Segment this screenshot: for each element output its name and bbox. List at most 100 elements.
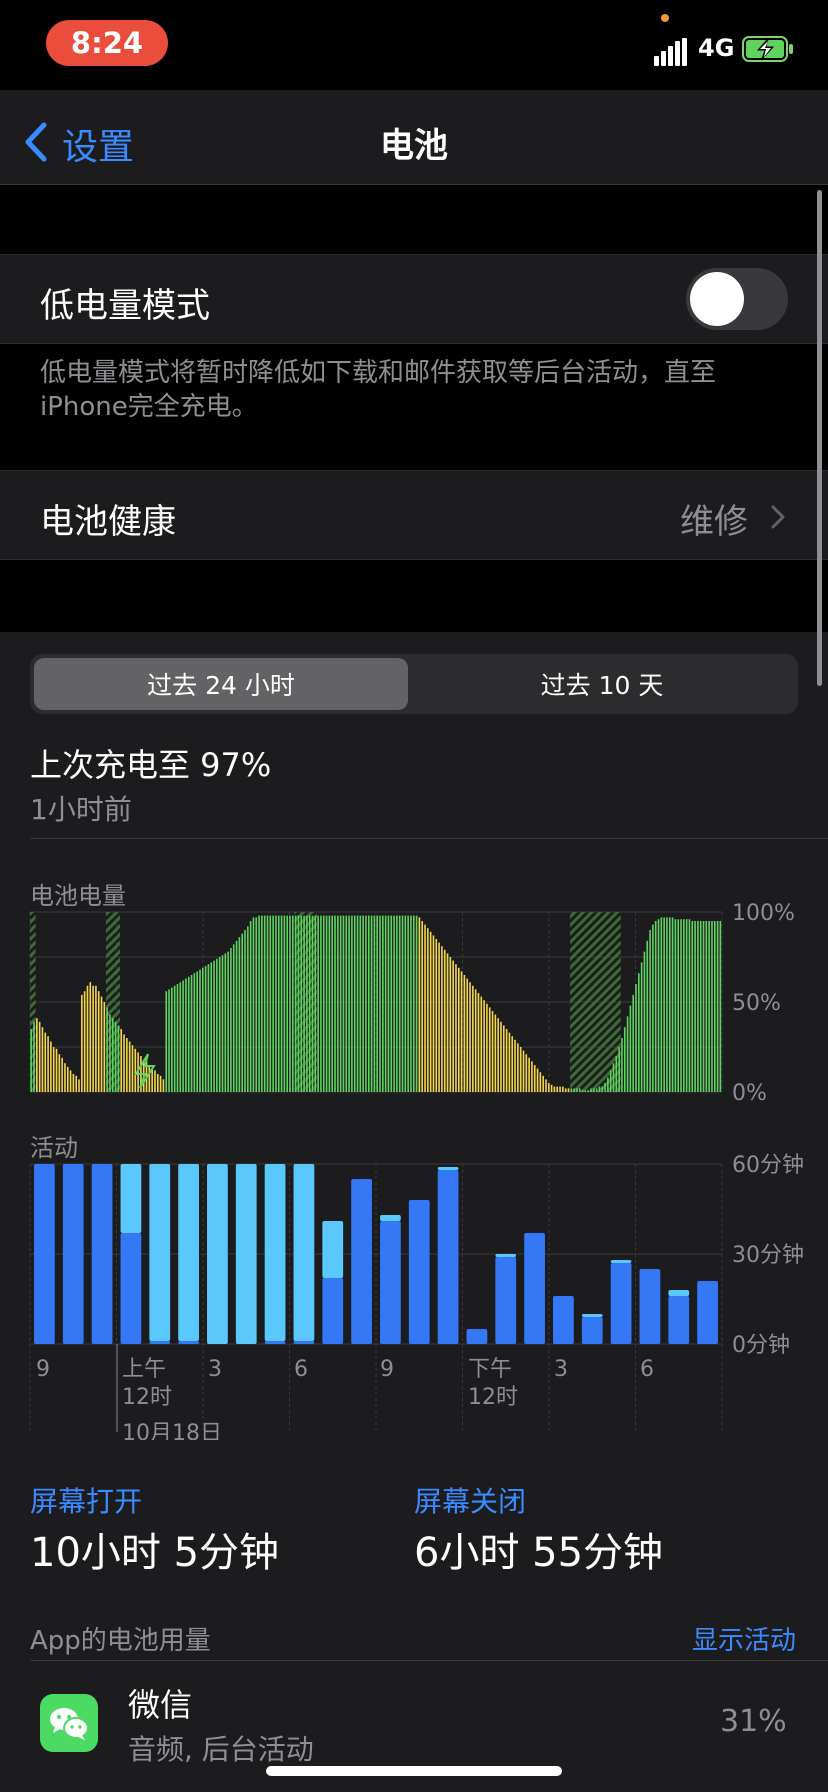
battery-level-bar <box>289 915 291 1092</box>
battery-level-bar <box>638 973 640 1092</box>
battery-level-bar <box>156 1074 159 1092</box>
battery-axis-label: 100% <box>732 901 795 926</box>
battery-level-bar <box>463 975 466 1092</box>
battery-level-bar <box>643 951 646 1092</box>
battery-level-bar <box>342 915 345 1092</box>
low-power-label: 低电量模式 <box>40 286 210 326</box>
battery-level-bar <box>629 1005 632 1092</box>
screen-off-bar <box>495 1254 517 1257</box>
battery-level-bar <box>176 984 179 1092</box>
battery-level-bar <box>280 915 283 1092</box>
screen-off-bar <box>668 1290 690 1296</box>
battery-level-bar <box>446 953 449 1092</box>
screen-on-bar <box>668 1296 690 1344</box>
back-chevron-icon[interactable] <box>22 121 50 163</box>
battery-level-bar <box>356 915 359 1092</box>
screen-on-bar <box>437 1170 459 1344</box>
battery-level-bar <box>97 991 100 1092</box>
activity-axis-label: 60分钟 <box>732 1153 804 1178</box>
battery-level-bar <box>272 915 274 1092</box>
battery-level-bar <box>148 1065 151 1092</box>
battery-level-bar <box>232 944 235 1092</box>
battery-level-bar <box>109 1014 111 1092</box>
battery-level-bar <box>261 915 263 1092</box>
battery-level-bar <box>120 1029 123 1092</box>
battery-level-bar <box>666 917 668 1092</box>
activity-chart-title: 活动 <box>30 1134 78 1162</box>
battery-level-bar <box>382 915 384 1092</box>
battery-level-bar <box>691 921 694 1092</box>
battery-level-bar <box>238 937 241 1092</box>
battery-level-bar <box>370 915 373 1092</box>
battery-level-bar <box>89 982 92 1092</box>
app-name[interactable]: 微信 <box>128 1686 193 1724</box>
screen-on-bar <box>178 1341 199 1344</box>
battery-level-bar <box>266 915 269 1092</box>
app-usage-header: App的电池用量 <box>30 1626 211 1656</box>
battery-health-row[interactable] <box>0 470 828 560</box>
back-button[interactable]: 设置 <box>62 127 135 168</box>
screen-on-bar <box>293 1341 315 1344</box>
battery-level-bar <box>297 915 300 1092</box>
battery-level-bar <box>711 921 713 1092</box>
screen-on-bar <box>62 1164 84 1344</box>
screen-on-bar <box>34 1164 55 1344</box>
battery-level-bar <box>317 915 319 1092</box>
show-activity-link[interactable]: 显示活动 <box>692 1626 797 1656</box>
time-axis-label: 9 <box>380 1357 394 1382</box>
network-type: 4G <box>698 34 735 62</box>
battery-level-bar <box>218 957 221 1092</box>
battery-level-bar <box>134 1048 137 1092</box>
battery-level-bar <box>292 915 294 1092</box>
battery-level-bar <box>154 1070 156 1092</box>
charging-period-shading <box>570 912 621 1092</box>
battery-level-bar <box>33 1021 35 1092</box>
home-indicator[interactable] <box>266 1766 562 1776</box>
battery-level-bar <box>488 1007 491 1092</box>
time-axis-label: 上午 <box>122 1357 166 1382</box>
battery-level-bar <box>598 1086 601 1092</box>
battery-level-bar <box>410 915 412 1092</box>
screen-on-duration: 10小时 5分钟 <box>30 1530 280 1576</box>
battery-level-bar <box>412 915 415 1092</box>
battery-level-bar <box>713 921 716 1092</box>
battery-level-bar <box>508 1032 511 1092</box>
battery-level-bar <box>207 964 210 1092</box>
segment-last-10-days[interactable]: 过去 10 天 <box>540 671 664 700</box>
battery-level-bar <box>196 971 198 1092</box>
battery-level-bar <box>230 948 232 1092</box>
screen-off-label: 屏幕关闭 <box>414 1485 527 1518</box>
battery-level-bar <box>182 980 184 1092</box>
battery-level-bar <box>252 917 255 1092</box>
battery-level-bar <box>78 1079 80 1092</box>
battery-level-bar <box>505 1029 508 1092</box>
battery-level-bar <box>677 919 680 1092</box>
segment-last-24-hours[interactable]: 过去 24 小时 <box>34 658 408 710</box>
battery-level-bar <box>306 915 308 1092</box>
battery-level-bar <box>171 987 173 1092</box>
battery-level-bar <box>337 915 339 1092</box>
battery-level-bar <box>111 1018 114 1092</box>
battery-level-bar <box>612 1063 615 1092</box>
battery-level-bar <box>359 915 362 1092</box>
scroll-indicator[interactable] <box>817 190 822 686</box>
battery-level-bar <box>224 953 227 1092</box>
battery-level-bar <box>379 915 381 1092</box>
battery-level-bar <box>190 975 193 1092</box>
battery-level-bar <box>55 1048 58 1092</box>
description-line-2: iPhone完全充电。 <box>40 392 258 422</box>
screen-off-bar <box>207 1164 228 1344</box>
low-power-toggle[interactable] <box>686 268 788 330</box>
screen-off-bar <box>322 1221 344 1278</box>
battery-level-bar <box>441 946 443 1092</box>
battery-level-bar <box>424 924 426 1092</box>
battery-level-bar <box>179 982 182 1092</box>
battery-level-bar <box>514 1039 516 1092</box>
charging-period-shading <box>30 912 36 1092</box>
charging-period-shading <box>294 912 317 1092</box>
battery-level-bar <box>168 989 170 1092</box>
battery-level-bar <box>562 1086 564 1092</box>
battery-level-bar <box>227 951 229 1092</box>
last-charge-title: 上次充电至 97% <box>30 746 272 784</box>
screen-on-bar <box>91 1164 113 1344</box>
